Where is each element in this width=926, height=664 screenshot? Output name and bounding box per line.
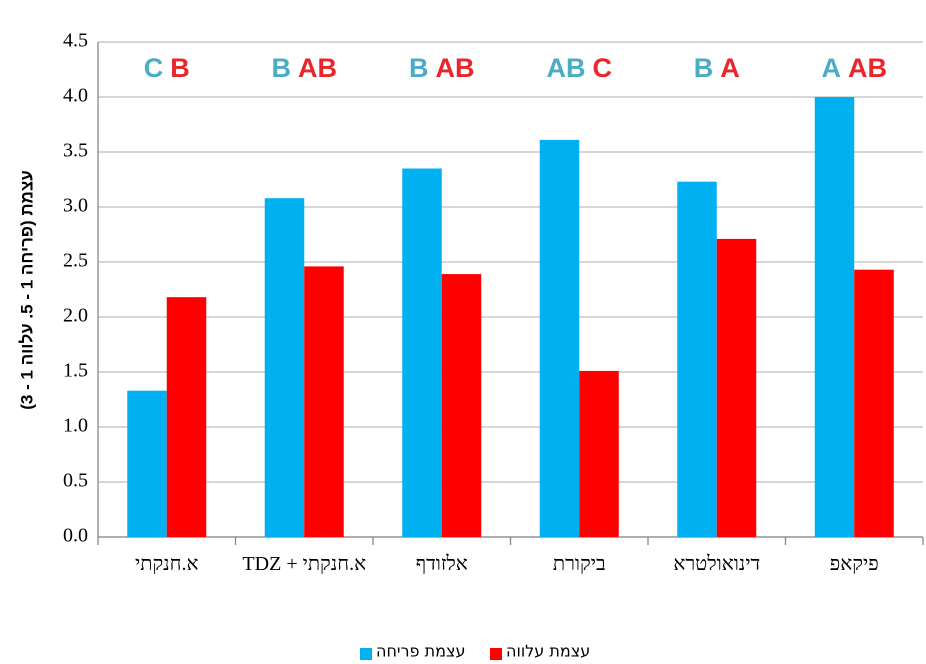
bar <box>441 274 482 537</box>
bar <box>814 97 855 537</box>
bar <box>854 269 894 537</box>
y-tick-label: 3.0 <box>63 195 88 217</box>
letter: AB <box>298 53 337 83</box>
x-tick-label: א.חנקתי <box>135 553 199 575</box>
letter: A <box>822 53 842 83</box>
group-letters: B AB <box>409 53 475 83</box>
group-letters: B AB <box>272 53 338 83</box>
x-label-box: דינואולטרא <box>673 553 761 575</box>
bar <box>304 266 344 537</box>
group-letters: AB C <box>547 53 613 83</box>
bar <box>127 390 167 537</box>
legend-swatch <box>360 648 372 660</box>
x-tick-label: אלזודף <box>415 553 468 575</box>
bar <box>166 297 207 537</box>
y-tick-label: 1.0 <box>63 415 88 437</box>
x-tick-label: פיקאפ <box>829 553 879 575</box>
y-tick-label: 2.5 <box>63 250 88 272</box>
legend-label: עצמת פריחה <box>376 642 465 661</box>
y-tick-label: 4.0 <box>63 85 88 107</box>
y-tick-label: 2.0 <box>63 305 88 327</box>
x-tick-label: דינואולטרא <box>673 553 761 575</box>
letter: AB <box>547 53 586 83</box>
y-tick-label: 3.5 <box>63 140 88 162</box>
letter: A <box>720 53 740 83</box>
bar <box>677 181 717 537</box>
x-label-box: א.חנקתי + TDZ <box>242 553 367 575</box>
letter: B <box>694 53 714 83</box>
legend-swatch <box>490 648 502 660</box>
x-tick-label: ביקורת <box>552 553 606 575</box>
x-label-box: א.חנקתי <box>135 553 199 575</box>
x-label-box: פיקאפ <box>829 553 879 575</box>
letter: AB <box>436 53 475 83</box>
x-tick-label: א.חנקתי + TDZ <box>242 553 367 575</box>
y-tick-label: 0.0 <box>63 525 88 547</box>
legend-label: עצמת עלווה <box>506 642 590 661</box>
y-tick-label: 0.5 <box>63 470 88 492</box>
bar <box>402 168 442 537</box>
y-tick-label: 4.5 <box>63 30 88 52</box>
bar <box>264 198 305 537</box>
group-letters: A AB <box>822 53 888 83</box>
letter: B <box>272 53 292 83</box>
bar <box>716 238 757 537</box>
letter: C <box>593 53 613 83</box>
letter: AB <box>848 53 887 83</box>
x-label-box: ביקורת <box>552 553 606 575</box>
letter: B <box>409 53 429 83</box>
letter: B <box>170 53 190 83</box>
x-label-box: אלזודף <box>415 553 468 575</box>
bar <box>539 139 580 537</box>
letter: C <box>144 53 164 83</box>
y-tick-label: 1.5 <box>63 360 88 382</box>
y-axis-label: עצמת (פריחה 1 - 5. עלווה 1 - 3) <box>17 170 36 410</box>
bar <box>579 370 619 537</box>
